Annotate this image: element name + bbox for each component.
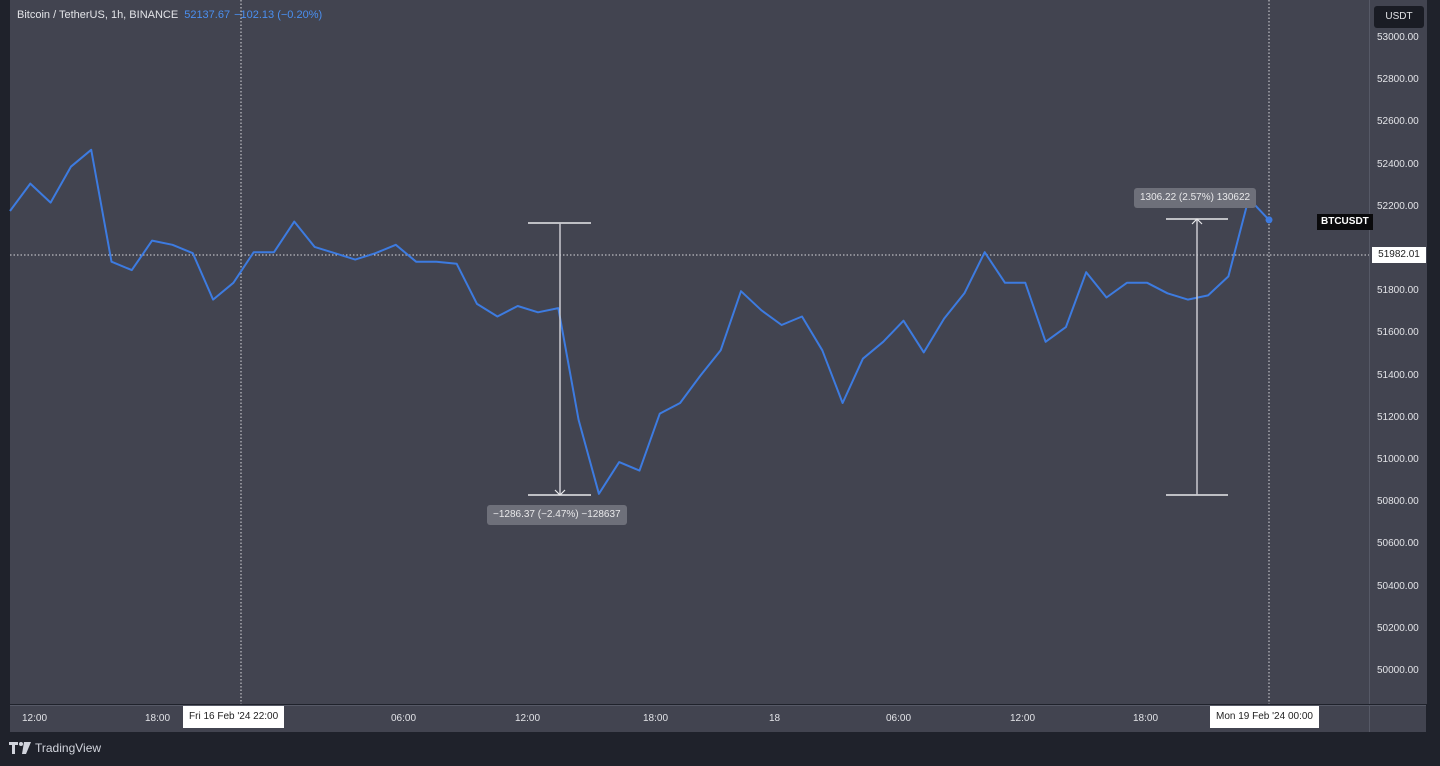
tradingview-logo[interactable]: TradingView: [9, 741, 101, 755]
time-tick: 06:00: [886, 713, 912, 724]
price-tick: 50200.00: [1377, 622, 1419, 634]
price-tick: 50000.00: [1377, 665, 1419, 676]
time-tick: 18:00: [643, 713, 669, 724]
last-price: 52137.67: [184, 9, 231, 21]
tradingview-logo-icon: [9, 742, 31, 754]
time-tick: 12:00: [22, 713, 48, 724]
chart-pane[interactable]: [10, 0, 1369, 704]
measure-label-up: 1306.22 (2.57%) 130622: [1134, 188, 1257, 208]
price-tick: 51400.00: [1377, 369, 1419, 381]
symbol-title: Bitcoin / TetherUS, 1h, BINANCE: [17, 9, 179, 21]
price-tick: 51800.00: [1377, 285, 1419, 297]
price-tick: 52400.00: [1377, 158, 1419, 170]
measure-label-down: −1286.37 (−2.47%) −128637: [487, 505, 627, 525]
measure-tool-down[interactable]: [528, 222, 591, 496]
symbol-tag: BTCUSDT: [1317, 214, 1373, 230]
measure-tool-up[interactable]: [1166, 218, 1228, 496]
price-tick: 51000.00: [1377, 454, 1419, 465]
time-tick: 18:00: [1133, 713, 1159, 724]
price-tick: 51600.00: [1377, 327, 1419, 339]
brand-name: TradingView: [35, 741, 102, 755]
currency-button[interactable]: USDT: [1374, 6, 1424, 28]
price-axis[interactable]: [1369, 0, 1427, 704]
crosshair-time-start: Fri 16 Feb '24 22:00: [183, 706, 285, 728]
price-tick: 53000.00: [1377, 32, 1419, 43]
price-tick: 52800.00: [1377, 74, 1419, 86]
time-tick: 12:00: [515, 713, 541, 724]
footer: [0, 732, 1440, 766]
price-change: −102.13 (−0.20%): [234, 9, 323, 21]
price-tick: 51200.00: [1377, 411, 1419, 423]
last-price-dot: [1265, 216, 1273, 224]
price-tick: 52600.00: [1377, 116, 1419, 128]
price-tick: 50400.00: [1377, 580, 1419, 592]
crosshair-price-label: 51982.01: [1372, 247, 1426, 263]
symbol-legend[interactable]: Bitcoin / TetherUS, 1h, BINANCE 52137.67−…: [17, 9, 322, 21]
time-tick: 06:00: [391, 713, 417, 724]
price-tick: 50800.00: [1377, 496, 1419, 508]
price-tick: 52200.00: [1377, 200, 1419, 212]
time-tick: 18: [769, 713, 781, 724]
time-tick: 12:00: [1010, 713, 1036, 724]
axis-separator: [1369, 706, 1370, 733]
price-line: [9, 148, 1270, 495]
price-tick: 50600.00: [1377, 538, 1419, 550]
crosshair-time-end: Mon 19 Feb '24 00:00: [1210, 706, 1319, 728]
time-tick: 18:00: [145, 713, 171, 724]
